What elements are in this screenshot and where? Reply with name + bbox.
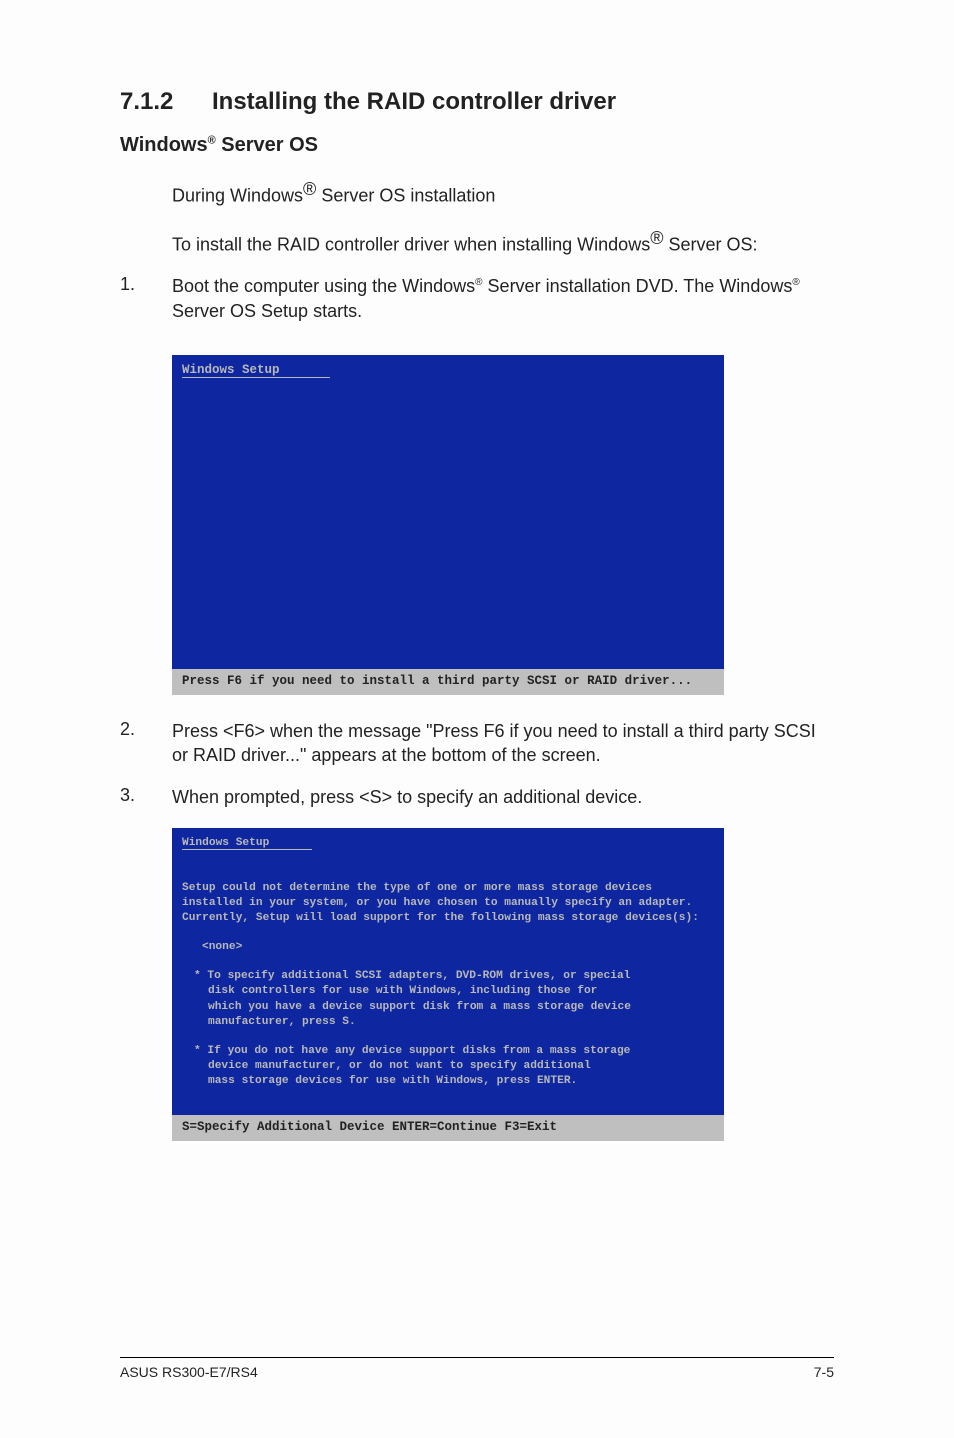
setup-b1d: manufacturer, press S. [208, 1015, 714, 1030]
step-2-text: Press <F6> when the message "Press F6 if… [172, 719, 834, 768]
registered-symbol: ® [208, 134, 216, 146]
sub-heading: Windows® Server OS [120, 134, 834, 157]
footer-row: ASUS RS300-E7/RS4 7-5 [120, 1364, 834, 1380]
step-2-number: 2. [120, 719, 172, 768]
setup-block-1: * To specify additional SCSI adapters, D… [182, 969, 714, 1029]
setup-b2c: mass storage devices for use with Window… [208, 1074, 714, 1089]
setup-status-bar: Press F6 if you need to install a third … [172, 669, 724, 695]
setup-content: Setup could not determine the type of on… [182, 881, 714, 1089]
step-1c: Server OS Setup starts. [172, 301, 362, 321]
sub-heading-suffix: Server OS [216, 134, 318, 156]
setup-block-2: * If you do not have any device support … [182, 1044, 714, 1089]
setup-title-2: Windows Setup [182, 836, 269, 853]
para-1: During Windows® Server OS installation [120, 177, 834, 208]
setup-line-2: installed in your system, or you have ch… [182, 896, 714, 911]
title-underline-2 [182, 849, 312, 850]
registered-symbol: ® [475, 277, 482, 288]
step-1-number: 1. [120, 274, 172, 323]
screenshot-windows-setup-2: Windows Setup Setup could not determine … [172, 828, 724, 1141]
step-3-number: 3. [120, 785, 172, 809]
title-underline [182, 377, 330, 378]
setup-b1a: * To specify additional SCSI adapters, D… [194, 969, 714, 984]
step-1: 1. Boot the computer using the Windows® … [120, 274, 834, 323]
para-1b: Server OS installation [316, 185, 495, 205]
setup-blue-area-2: Windows Setup Setup could not determine … [172, 828, 724, 1115]
setup-b1b: disk controllers for use with Windows, i… [208, 984, 714, 999]
registered-symbol: ® [650, 228, 663, 248]
setup-line-3: Currently, Setup will load support for t… [182, 911, 714, 926]
para-2b: Server OS: [663, 234, 757, 254]
screenshot-windows-setup-1: Windows Setup Press F6 if you need to in… [172, 355, 724, 695]
para-2a: To install the RAID controller driver wh… [172, 234, 650, 254]
para-1a: During Windows [172, 185, 303, 205]
sub-heading-prefix: Windows [120, 134, 208, 156]
footer-divider [120, 1357, 834, 1358]
setup-b1c: which you have a device support disk fro… [208, 1000, 714, 1015]
setup-line-1: Setup could not determine the type of on… [182, 881, 714, 896]
setup-blue-area: Windows Setup [172, 355, 724, 669]
para-2: To install the RAID controller driver wh… [120, 226, 834, 257]
footer-left: ASUS RS300-E7/RS4 [120, 1364, 258, 1380]
registered-symbol: ® [792, 277, 799, 288]
step-1b: Server installation DVD. The Windows [483, 276, 793, 296]
step-1a: Boot the computer using the Windows [172, 276, 475, 296]
setup-status-bar-2: S=Specify Additional Device ENTER=Contin… [172, 1115, 724, 1141]
step-2: 2. Press <F6> when the message "Press F6… [120, 719, 834, 768]
footer-right: 7-5 [814, 1364, 834, 1380]
setup-b2a: * If you do not have any device support … [194, 1044, 714, 1059]
step-3: 3. When prompted, press <S> to specify a… [120, 785, 834, 809]
page-footer: ASUS RS300-E7/RS4 7-5 [120, 1357, 834, 1380]
step-3-text: When prompted, press <S> to specify an a… [172, 785, 642, 809]
step-1-text: Boot the computer using the Windows® Ser… [172, 274, 834, 323]
section-heading: 7.1.2Installing the RAID controller driv… [120, 88, 834, 116]
registered-symbol: ® [303, 179, 316, 199]
section-number: 7.1.2 [120, 88, 212, 116]
section-title: Installing the RAID controller driver [212, 88, 616, 115]
setup-b2b: device manufacturer, or do not want to s… [208, 1059, 714, 1074]
setup-none: <none> [202, 940, 714, 955]
